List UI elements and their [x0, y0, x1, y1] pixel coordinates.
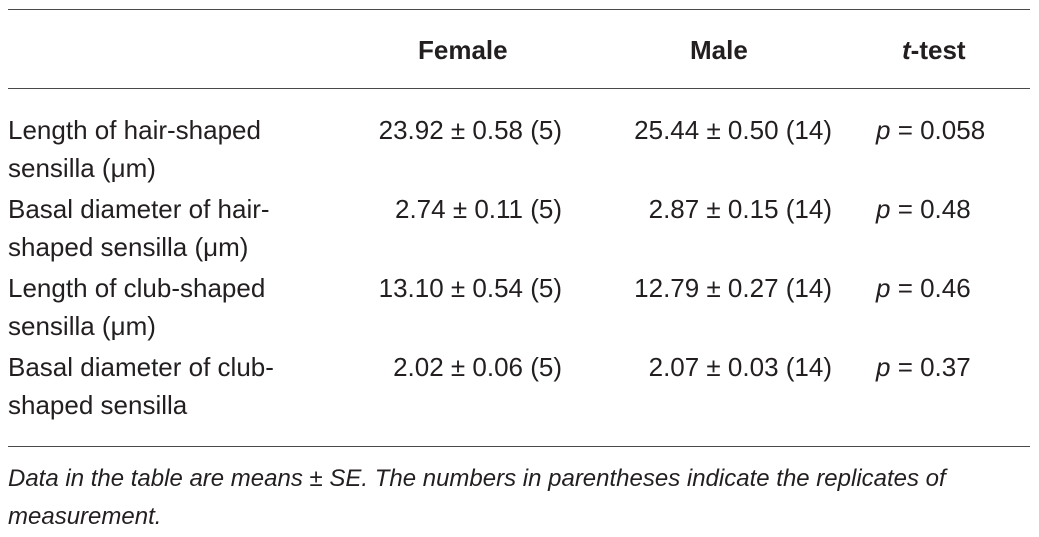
cell-female-hair-diameter: 2.74 ± 0.11 (5) [395, 194, 562, 224]
row-label-hair-length: Length of hair-shaped sensilla (μm) [8, 115, 261, 183]
table-top-rule [8, 9, 1030, 10]
column-header-male: Male [690, 35, 748, 65]
p-symbol: p [876, 115, 891, 145]
cell-ttest-club-diameter: p = 0.37 [876, 348, 971, 386]
p-symbol: p [876, 194, 891, 224]
p-symbol: p [876, 352, 891, 382]
cell-male-hair-diameter: 2.87 ± 0.15 (14) [648, 194, 832, 224]
row-label-club-diameter: Basal diameter of club-shaped sensilla [8, 352, 274, 420]
cell-ttest-hair-diameter: p = 0.48 [876, 190, 971, 228]
ttest-suffix: -test [910, 35, 966, 65]
table-header-rule [8, 88, 1030, 89]
cell-male-club-diameter: 2.07 ± 0.03 (14) [648, 352, 832, 382]
cell-ttest-hair-length: p = 0.058 [876, 111, 985, 149]
cell-male-club-length: 12.79 ± 0.27 (14) [634, 273, 832, 303]
column-header-ttest: t-test [902, 31, 966, 69]
row-label-hair-diameter: Basal diameter of hair-shaped sensilla (… [8, 194, 270, 262]
p-value: = 0.48 [890, 194, 971, 224]
cell-female-hair-length: 23.92 ± 0.58 (5) [378, 115, 562, 145]
row-label-club-length: Length of club-shaped sensilla (μm) [8, 273, 266, 341]
p-symbol: p [876, 273, 891, 303]
ttest-italic-t: t [902, 35, 911, 65]
p-value: = 0.46 [890, 273, 971, 303]
table-footnote: Data in the table are means ± SE. The nu… [8, 465, 946, 530]
p-value: = 0.058 [890, 115, 986, 145]
cell-female-club-length: 13.10 ± 0.54 (5) [378, 273, 562, 303]
p-value: = 0.37 [890, 352, 971, 382]
cell-female-club-diameter: 2.02 ± 0.06 (5) [393, 352, 562, 382]
cell-male-hair-length: 25.44 ± 0.50 (14) [634, 115, 832, 145]
table-bottom-rule [8, 446, 1030, 447]
cell-ttest-club-length: p = 0.46 [876, 269, 971, 307]
column-header-female: Female [418, 35, 508, 65]
